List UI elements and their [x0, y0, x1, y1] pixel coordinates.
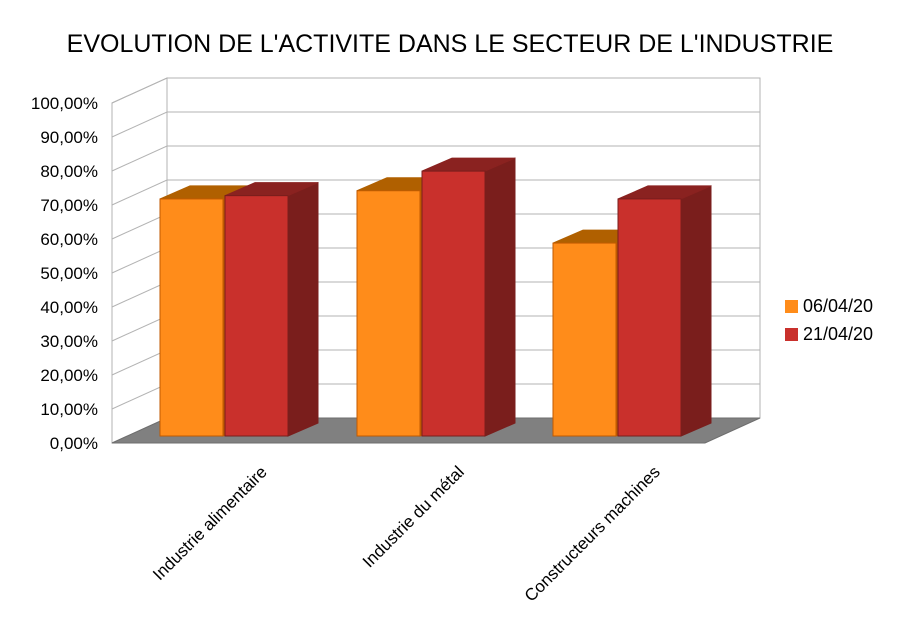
bar-front — [159, 198, 224, 437]
bar — [421, 157, 516, 437]
bar-front — [356, 190, 421, 437]
gridline — [111, 179, 760, 206]
chart-legend: 06/04/20 21/04/20 — [785, 296, 873, 344]
chart-bars — [159, 157, 712, 437]
y-tick-label: 80,00% — [40, 162, 98, 181]
gridline — [111, 145, 760, 172]
bar — [617, 185, 712, 437]
y-tick-label: 60,00% — [40, 230, 98, 249]
y-tick-label: 70,00% — [40, 196, 98, 215]
bar-side — [484, 157, 516, 437]
y-tick-label: 20,00% — [40, 366, 98, 385]
bar-front — [552, 242, 617, 437]
y-tick-label: 0,00% — [50, 434, 98, 453]
legend-swatch — [785, 328, 798, 341]
legend-swatch — [785, 300, 798, 313]
x-category-label: Industrie alimentaire — [149, 462, 271, 584]
y-axis-ticks: 0,00% 10,00% 20,00% 30,00% 40,00% 50,00% 60,00… — [31, 94, 98, 453]
y-tick-label: 50,00% — [40, 264, 98, 283]
chart-title: EVOLUTION DE L'ACTIVITE DANS LE SECTEUR … — [67, 30, 834, 58]
x-category-label: Constructeurs machines — [521, 462, 664, 605]
y-tick-label: 40,00% — [40, 298, 98, 317]
y-tick-label: 30,00% — [40, 332, 98, 351]
bar-front — [421, 170, 486, 437]
bar-side — [680, 185, 712, 437]
y-tick-label: 100,00% — [31, 94, 98, 113]
bar-front — [224, 195, 289, 437]
x-category-label: Industrie du métal — [359, 462, 468, 571]
y-tick-label: 90,00% — [40, 128, 98, 147]
bar-side — [287, 181, 319, 437]
y-tick-label: 10,00% — [40, 400, 98, 419]
gridline — [111, 111, 760, 138]
legend-label: 06/04/20 — [803, 296, 873, 316]
gridline — [111, 77, 760, 104]
bar — [224, 181, 319, 437]
x-axis-categories: Industrie alimentaire Industrie du métal C… — [149, 462, 664, 605]
bar-front — [617, 198, 682, 437]
legend-label: 21/04/20 — [803, 324, 873, 344]
